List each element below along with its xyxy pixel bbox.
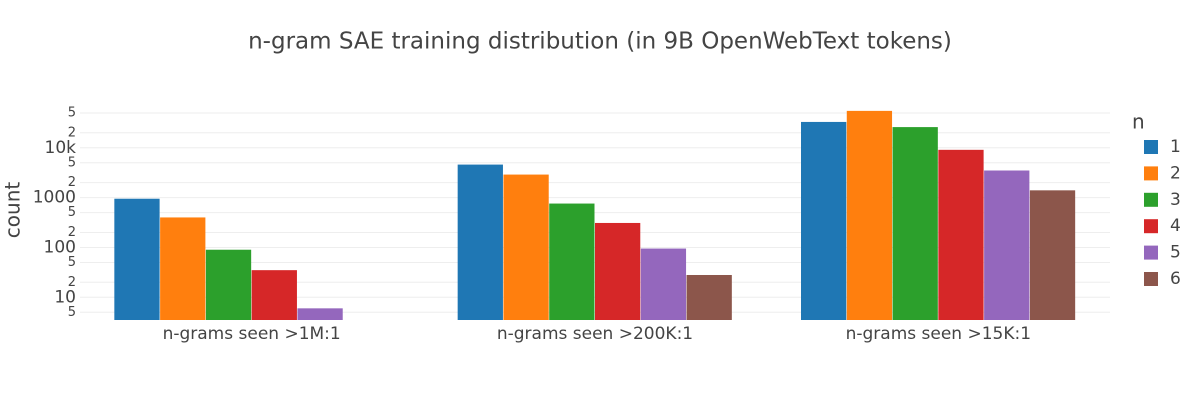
y-tick-label: 5 — [68, 155, 76, 170]
bar — [686, 274, 732, 320]
legend-title: n — [1132, 110, 1145, 134]
y-tick-label: 2 — [68, 175, 76, 190]
bar — [1029, 190, 1076, 320]
bar — [457, 164, 503, 320]
y-tick-label: 1000 — [33, 188, 76, 208]
bar — [297, 308, 343, 320]
legend-label: 5 — [1170, 243, 1181, 263]
bar — [205, 249, 252, 320]
bar — [114, 198, 160, 320]
y-tick-label: 5 — [68, 205, 76, 220]
y-tick-label: 2 — [68, 125, 76, 140]
y-tick-label: 5 — [68, 255, 76, 270]
chart-title: n-gram SAE training distribution (in 9B … — [248, 29, 952, 55]
legend-swatch — [1144, 219, 1158, 234]
legend-label: 2 — [1170, 163, 1181, 183]
y-tick-label: 10 — [54, 287, 76, 307]
bar — [640, 248, 687, 320]
legend-swatch — [1144, 245, 1158, 260]
x-tick-label: n-grams seen >1M:1 — [163, 324, 341, 344]
y-tick-label: 100 — [44, 237, 76, 257]
bar — [549, 203, 595, 320]
legend-label: 4 — [1170, 216, 1181, 236]
legend-label: 3 — [1170, 190, 1181, 210]
bar — [595, 222, 641, 320]
bar — [892, 127, 938, 320]
legend-swatch — [1144, 272, 1158, 286]
legend-swatch — [1144, 166, 1158, 181]
y-tick-label: 5 — [68, 105, 76, 120]
bar — [846, 110, 893, 320]
legend-label: 6 — [1170, 269, 1181, 289]
bar — [801, 121, 847, 320]
x-tick-label: n-grams seen >200K:1 — [497, 324, 693, 344]
bar — [503, 174, 549, 320]
legend-swatch — [1144, 192, 1158, 207]
y-tick-label: 10k — [45, 138, 77, 158]
legend-label: 1 — [1170, 137, 1181, 157]
bar — [938, 149, 984, 320]
y-tick-label: 5 — [68, 305, 76, 320]
y-tick-label: 2 — [68, 225, 76, 240]
bar — [160, 217, 206, 320]
legend-swatch — [1144, 140, 1158, 154]
y-axis-title: count — [1, 182, 25, 239]
x-tick-label: n-grams seen >15K:1 — [846, 324, 1031, 344]
bar — [251, 270, 297, 320]
y-tick-label: 2 — [68, 275, 76, 290]
bar — [984, 170, 1030, 320]
